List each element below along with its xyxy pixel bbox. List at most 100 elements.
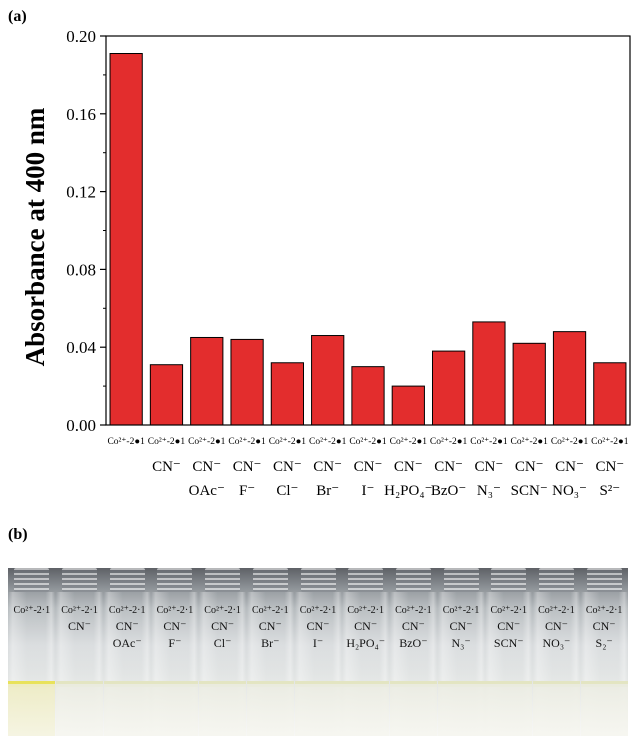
vial-label-line1: Co²⁺-2·1 (156, 605, 194, 616)
bar (351, 366, 385, 426)
vial-neck (348, 568, 384, 592)
x-label-line1: Co²⁺-2●1 (511, 437, 549, 447)
vial-neck (62, 568, 98, 592)
y-axis-title: Absorbance at 400 nm (20, 107, 50, 366)
x-label-line2: CN⁻ (313, 459, 342, 475)
x-label-line2: CN⁻ (354, 459, 383, 475)
vial-label-line2: CN⁻ (115, 619, 139, 633)
vial-neck (538, 568, 574, 592)
y-tick-label: 0.12 (66, 183, 96, 202)
vial: Co²⁺-2·1 CN⁻ S₂⁻ (580, 568, 628, 736)
vial-label-line3: Cl⁻ (213, 636, 232, 650)
vial-liquid (199, 684, 247, 736)
x-label-line2: CN⁻ (152, 459, 181, 475)
x-label-line2: CN⁻ (192, 459, 221, 475)
vial-label-line3: Br⁻ (261, 636, 280, 650)
vial-neck (157, 568, 193, 592)
vial-liquid (532, 684, 580, 736)
vial-label-line3: H₂PO₄⁻ (346, 636, 386, 650)
vial-label-line1: Co²⁺-2·1 (442, 605, 480, 616)
bar (593, 362, 627, 426)
vial: Co²⁺-2·1 CN⁻ Cl⁻ (199, 568, 247, 736)
vial-label-line2: CN⁻ (592, 619, 616, 633)
x-label-line3: Br⁻ (316, 483, 339, 499)
vial-label-line1: Co²⁺-2·1 (395, 605, 432, 616)
vial-liquid (342, 684, 390, 736)
vial-neck (491, 568, 527, 592)
vial-label-line1: Co²⁺-2·1 (204, 605, 241, 616)
vial-neck (252, 568, 288, 592)
x-label-line1: Co²⁺-2●1 (269, 437, 307, 447)
vial-neck (14, 568, 50, 592)
x-label-line1: Co²⁺-2●1 (309, 437, 347, 447)
x-label-line1: Co²⁺-2●1 (430, 437, 468, 447)
vial-label-line1: Co²⁺-2·1 (538, 605, 575, 616)
x-label-line2: CN⁻ (475, 459, 504, 475)
x-label-line1: Co²⁺-2●1 (107, 437, 145, 447)
vial: Co²⁺-2·1 CN⁻ N₃⁻ (437, 568, 485, 736)
panel-a-label: (a) (8, 8, 27, 25)
x-label-line2: CN⁻ (394, 459, 423, 475)
x-label-line1: Co²⁺-2●1 (188, 437, 226, 447)
vial-neck (395, 568, 431, 592)
vial: Co²⁺-2·1 CN⁻ I⁻ (294, 568, 342, 736)
vial-label-line3: BzO⁻ (399, 636, 428, 650)
vial-liquid (103, 684, 151, 736)
x-label-line2: CN⁻ (555, 459, 584, 475)
x-label-line2: CN⁻ (434, 459, 463, 475)
vial-label-line2: CN⁻ (354, 619, 378, 633)
x-label-line3: NO₃⁻ (552, 483, 587, 499)
vial-neck (443, 568, 479, 592)
x-label-line3: F⁻ (239, 483, 255, 499)
vial-label-line1: Co²⁺-2·1 (299, 605, 337, 616)
vial: Co²⁺-2·1 CN⁻ OAc⁻ (103, 568, 151, 736)
vial-label-line1: Co²⁺-2·1 (13, 605, 51, 616)
vial-label-line1: Co²⁺-2·1 (61, 605, 98, 616)
vial-label-line2: CN⁻ (497, 619, 521, 633)
vial-neck (586, 568, 622, 592)
x-label-line2: CN⁻ (273, 459, 302, 475)
vial-liquid (580, 684, 628, 736)
x-label-line2: CN⁻ (515, 459, 544, 475)
vial-neck (205, 568, 241, 592)
bar (552, 331, 587, 426)
vial-label-line2: CN⁻ (401, 619, 425, 633)
absorbance-bar-chart: Absorbance at 400 nm 0.00 0.04 0.08 0.12 0.1… (20, 27, 631, 499)
vial-label-line2: CN⁻ (544, 619, 568, 633)
bar (472, 321, 506, 426)
vial-label-line2: CN⁻ (306, 619, 330, 633)
x-label-line2: CN⁻ (595, 459, 624, 475)
bar (230, 338, 264, 426)
x-label-line3: OAc⁻ (189, 483, 225, 499)
vial-label-line2: CN⁻ (211, 619, 235, 633)
vial-label-line3: N₃⁻ (451, 636, 471, 650)
vial-liquid (485, 684, 533, 736)
bar (109, 53, 143, 426)
vial-liquid (56, 684, 104, 736)
bar (431, 350, 466, 426)
y-tick-label: 0.04 (66, 338, 96, 357)
x-label-line1: Co²⁺-2●1 (551, 437, 589, 447)
y-tick-label: 0.20 (66, 27, 96, 46)
x-label-line3: S²⁻ (599, 483, 620, 499)
vial: Co²⁺-2·1 CN⁻ H₂PO₄⁻ (342, 568, 390, 736)
panel-b-label: (b) (8, 526, 28, 543)
x-label-line1: Co²⁺-2●1 (228, 437, 266, 447)
vial-label-line1: Co²⁺-2·1 (108, 605, 146, 616)
x-label-line3: SCN⁻ (511, 483, 548, 499)
vial-liquid (8, 684, 56, 736)
x-label-line3: H₂PO₄⁻ (384, 483, 432, 499)
vial-label-line1: Co²⁺-2·1 (490, 605, 528, 616)
plot-frame (105, 35, 631, 426)
vial-neck (300, 568, 336, 592)
vial-liquid (294, 684, 342, 736)
vial-photograph: Co²⁺-2·1 Co²⁺-2·1 CN⁻ Co²⁺-2·1 CN⁻ OAc⁻ Co²⁺-2… (8, 568, 628, 736)
x-label-line1: Co²⁺-2●1 (390, 437, 428, 447)
bar (190, 336, 224, 426)
vial-label-line3: SCN⁻ (493, 636, 524, 650)
vial: Co²⁺-2·1 CN⁻ F⁻ (151, 568, 199, 736)
vial-neck (109, 568, 145, 592)
vial-label-line3: NO₃⁻ (542, 636, 571, 650)
x-label-line3: N₃⁻ (477, 483, 501, 499)
vial-label-line2: CN⁻ (68, 619, 92, 633)
